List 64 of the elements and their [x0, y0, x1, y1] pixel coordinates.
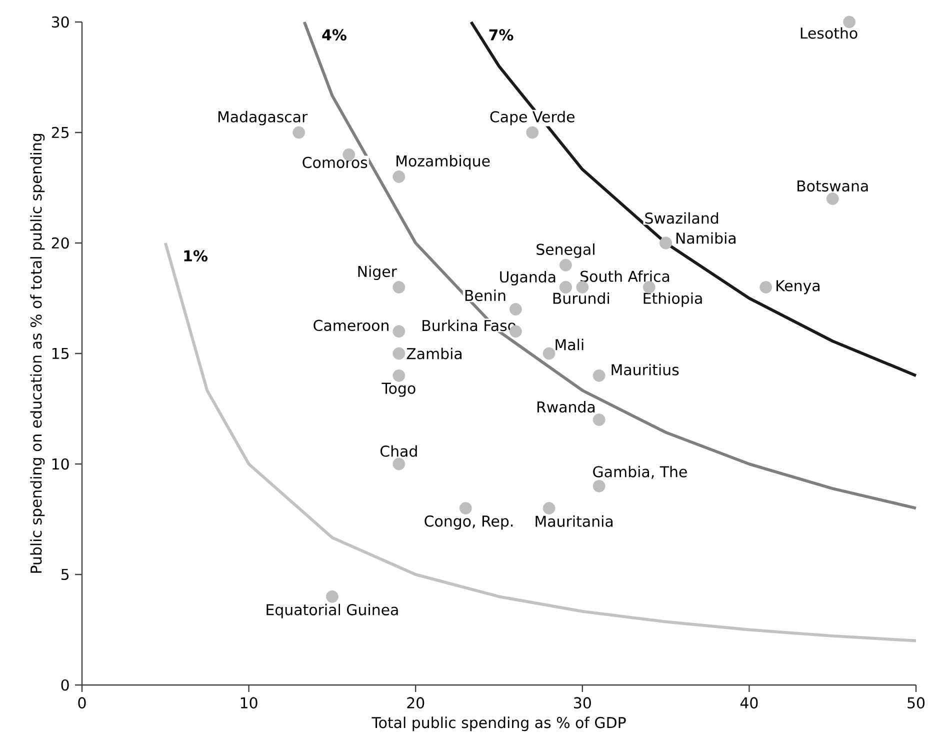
point: [509, 303, 522, 316]
x-tick-label: 20: [407, 697, 424, 708]
y-tick-label: 30: [52, 16, 69, 28]
point: [592, 480, 606, 492]
series-label: 4%: [322, 29, 346, 40]
point: [392, 369, 406, 382]
data-label: Congo, Rep.: [424, 515, 513, 530]
point: [392, 170, 406, 183]
data-label: Chad: [380, 445, 417, 457]
point: [526, 126, 539, 139]
series-label: 7%: [489, 29, 514, 40]
data-label: Cape Verde: [490, 110, 574, 126]
data-label: Burundi: [553, 292, 609, 304]
point: [760, 280, 772, 294]
data-label: Senegal: [536, 243, 594, 258]
x-tick-label: 40: [740, 697, 758, 708]
point: [459, 502, 472, 514]
y-tick-label: 15: [52, 348, 69, 360]
x-axis-title: Total public spending as % of GDP: [372, 716, 626, 732]
data-label: Namibia: [676, 232, 736, 244]
x-tick-label: 30: [574, 697, 591, 708]
point: [826, 192, 839, 205]
data-label: Botswana: [798, 180, 868, 192]
series-label: 1%: [184, 250, 208, 262]
point: [560, 258, 572, 272]
point: [542, 347, 556, 360]
y-tick-label: 5: [61, 568, 69, 580]
data-label: Mauritius: [612, 364, 679, 376]
point: [392, 458, 406, 470]
data-label: Swaziland: [645, 212, 718, 224]
data-label: Ethiopia: [644, 292, 702, 307]
point: [592, 369, 606, 382]
point: [592, 414, 606, 426]
data-label: Mali: [556, 338, 584, 350]
data-label: Madagascar: [218, 110, 308, 126]
data-label: Comoros: [302, 156, 368, 168]
data-label: South Africa: [580, 270, 670, 282]
data-label: Mauritania: [536, 515, 613, 527]
point: [326, 590, 338, 603]
data-label: Uganda: [500, 270, 556, 286]
point: [392, 347, 406, 360]
y-tick-label: 20: [52, 237, 69, 249]
x-tick-label: 50: [908, 697, 925, 708]
data-label: Togo: [382, 382, 416, 397]
point: [392, 280, 406, 294]
data-label: Gambia, The: [593, 466, 687, 479]
y-axis-title: Public spending on education as % of total public spending: [30, 134, 45, 573]
data-label: Benin: [465, 290, 506, 302]
data-label: Lesotho: [800, 27, 858, 39]
x-tick-label: 10: [240, 697, 258, 708]
data-label: Cameroon: [314, 320, 388, 332]
point: [542, 502, 556, 514]
point: [292, 126, 306, 139]
data-label: Zambia: [406, 348, 462, 360]
y-tick-label: 10: [52, 458, 69, 470]
data-label: Niger: [358, 266, 397, 280]
data-label: Rwanda: [537, 401, 595, 413]
data-label: Kenya: [776, 280, 820, 294]
y-tick-label: 0: [61, 679, 69, 691]
point: [392, 325, 406, 338]
y-tick-label: 25: [52, 126, 69, 138]
data-label: Equatorial Guinea: [266, 604, 398, 618]
data-label: Mozambique: [396, 155, 490, 170]
x-tick-label: 0: [78, 697, 86, 708]
